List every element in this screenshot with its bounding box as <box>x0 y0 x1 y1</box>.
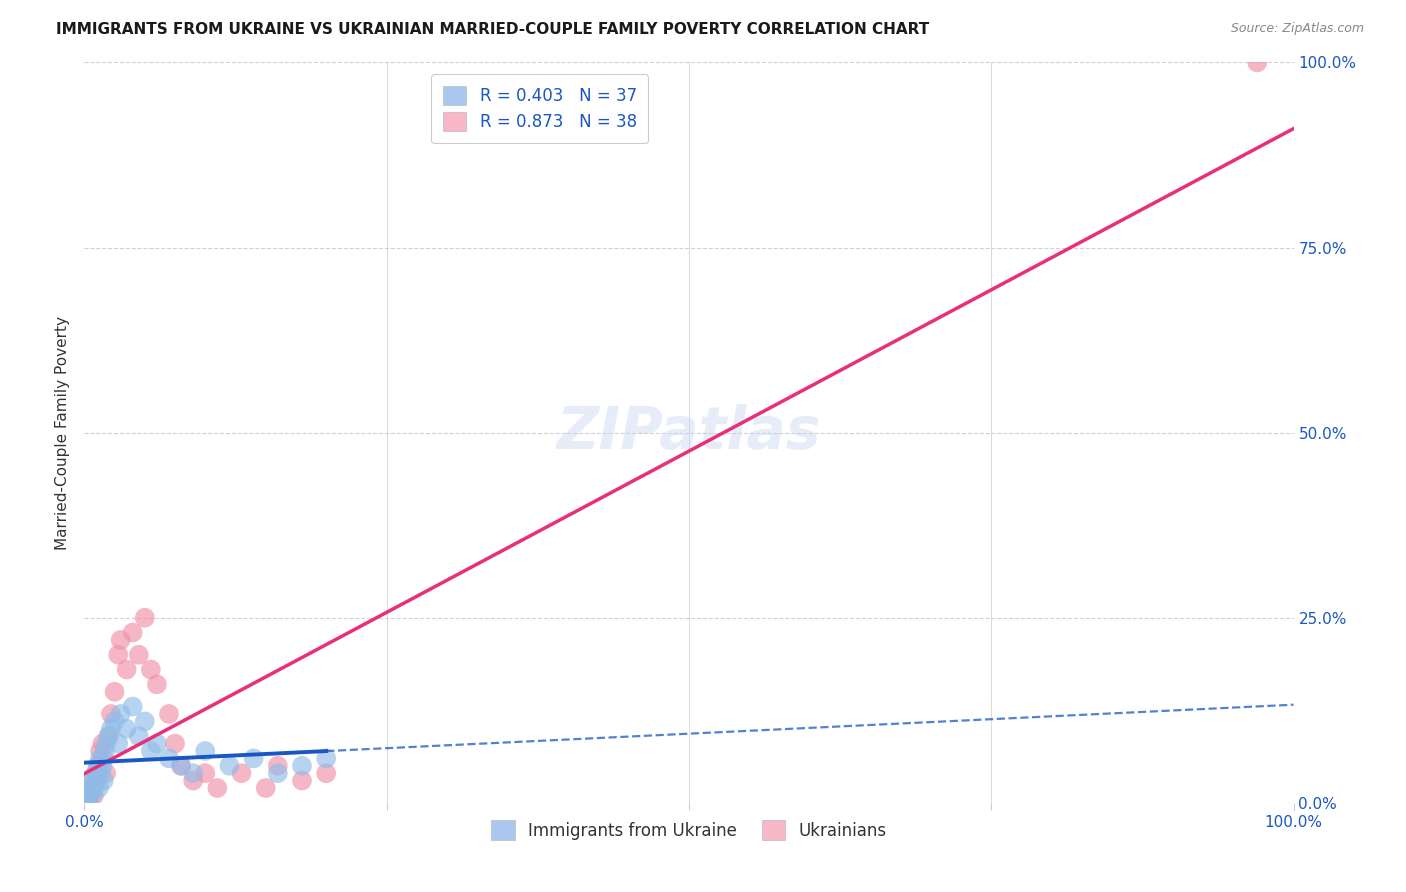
Point <box>86 773 108 788</box>
Point <box>115 722 138 736</box>
Text: ZIPatlas: ZIPatlas <box>557 404 821 461</box>
Point <box>315 751 337 765</box>
Point <box>89 751 111 765</box>
Point <box>110 706 132 721</box>
Point <box>1246 55 1268 70</box>
Point <box>107 737 129 751</box>
Point <box>80 780 103 795</box>
Point <box>93 751 115 765</box>
Point <box>90 766 112 780</box>
Point <box>84 777 107 791</box>
Point <box>207 780 229 795</box>
Point <box>87 758 110 772</box>
Point <box>121 699 143 714</box>
Point <box>89 744 111 758</box>
Point <box>86 758 108 772</box>
Point <box>91 758 114 772</box>
Point <box>76 794 98 808</box>
Point <box>104 714 127 729</box>
Point <box>157 751 180 765</box>
Point <box>86 770 108 784</box>
Point <box>267 758 290 772</box>
Point <box>146 737 169 751</box>
Point <box>134 714 156 729</box>
Point <box>76 792 98 806</box>
Point <box>82 773 104 788</box>
Point <box>79 780 101 795</box>
Point <box>139 663 162 677</box>
Point <box>291 773 314 788</box>
Point <box>94 766 117 780</box>
Point <box>93 773 115 788</box>
Point <box>128 648 150 662</box>
Point <box>218 758 240 772</box>
Point <box>170 758 193 772</box>
Point <box>146 677 169 691</box>
Point <box>77 785 100 799</box>
Text: Source: ZipAtlas.com: Source: ZipAtlas.com <box>1230 22 1364 36</box>
Point <box>107 648 129 662</box>
Point <box>110 632 132 647</box>
Point <box>104 685 127 699</box>
Point <box>94 744 117 758</box>
Point <box>194 744 217 758</box>
Point <box>115 663 138 677</box>
Y-axis label: Married-Couple Family Poverty: Married-Couple Family Poverty <box>55 316 70 549</box>
Point <box>121 625 143 640</box>
Point <box>82 773 104 788</box>
Point <box>97 729 120 743</box>
Point <box>77 789 100 803</box>
Point <box>100 722 122 736</box>
Point <box>87 780 110 795</box>
Point <box>100 706 122 721</box>
Point <box>94 737 117 751</box>
Point <box>170 758 193 772</box>
Point <box>83 780 105 795</box>
Point <box>80 789 103 803</box>
Point <box>194 766 217 780</box>
Point <box>254 780 277 795</box>
Point <box>84 766 107 780</box>
Point <box>128 729 150 743</box>
Point <box>181 773 204 788</box>
Point <box>165 737 187 751</box>
Point <box>134 610 156 624</box>
Point <box>139 744 162 758</box>
Point <box>97 729 120 743</box>
Point <box>79 785 101 799</box>
Point <box>181 766 204 780</box>
Point <box>86 766 108 780</box>
Point <box>267 766 290 780</box>
Point <box>315 766 337 780</box>
Point <box>91 737 114 751</box>
Point <box>291 758 314 772</box>
Point <box>77 789 100 803</box>
Point <box>157 706 180 721</box>
Point <box>231 766 253 780</box>
Point <box>83 789 105 803</box>
Text: IMMIGRANTS FROM UKRAINE VS UKRAINIAN MARRIED-COUPLE FAMILY POVERTY CORRELATION C: IMMIGRANTS FROM UKRAINE VS UKRAINIAN MAR… <box>56 22 929 37</box>
Point <box>242 751 264 765</box>
Point <box>77 792 100 806</box>
Legend: Immigrants from Ukraine, Ukrainians: Immigrants from Ukraine, Ukrainians <box>485 814 893 847</box>
